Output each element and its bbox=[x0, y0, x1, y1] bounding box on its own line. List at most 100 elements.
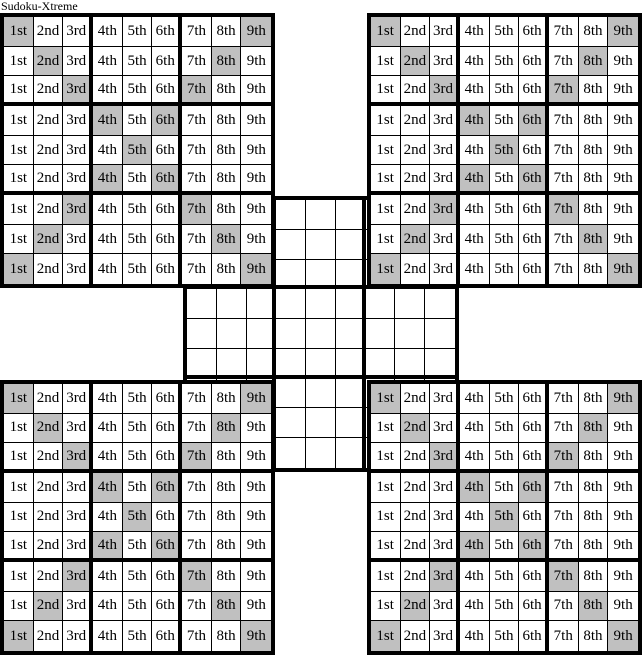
cell-top-right-r6c7[interactable]: 7th bbox=[548, 165, 579, 196]
cell-bottom-right-r5c4[interactable]: 4th bbox=[459, 502, 490, 533]
cell-center-r5c8[interactable] bbox=[395, 319, 425, 349]
cell-center-r5c2[interactable] bbox=[217, 319, 247, 349]
cell-top-left-r6c7[interactable]: 7th bbox=[182, 165, 212, 196]
cell-bottom-right-r4c2[interactable]: 2nd bbox=[400, 472, 431, 503]
cell-top-right-r3c6[interactable]: 6th bbox=[519, 76, 549, 107]
cell-bottom-left-r8c9[interactable]: 9th bbox=[241, 591, 272, 622]
cell-bottom-left-r7c8[interactable]: 8th bbox=[211, 561, 242, 592]
cell-bottom-right-r3c4[interactable]: 4th bbox=[459, 443, 490, 473]
cell-bottom-left-r2c9[interactable]: 9th bbox=[241, 413, 272, 444]
cell-top-left-r2c8[interactable]: 8th bbox=[211, 46, 242, 77]
cell-top-left-r9c1[interactable]: 1st bbox=[4, 254, 34, 285]
cell-bottom-left-r5c7[interactable]: 7th bbox=[182, 502, 212, 533]
cell-top-right-r3c5[interactable]: 5th bbox=[489, 76, 520, 107]
cell-center-r1c5[interactable] bbox=[306, 200, 336, 231]
cell-top-left-r5c1[interactable]: 1st bbox=[4, 135, 34, 166]
cell-top-left-r2c4[interactable]: 4th bbox=[93, 46, 123, 77]
cell-top-left-r8c9[interactable]: 9th bbox=[241, 224, 272, 255]
cell-bottom-left-r5c9[interactable]: 9th bbox=[241, 502, 272, 533]
cell-bottom-left-r2c7[interactable]: 7th bbox=[182, 413, 212, 444]
cell-bottom-left-r2c1[interactable]: 1st bbox=[4, 413, 34, 444]
cell-center-r4c4[interactable] bbox=[276, 289, 307, 320]
cell-bottom-left-r7c6[interactable]: 6th bbox=[152, 561, 183, 592]
cell-top-left-r1c3[interactable]: 3rd bbox=[63, 17, 94, 47]
cell-bottom-left-r3c8[interactable]: 8th bbox=[211, 443, 242, 473]
cell-top-right-r5c4[interactable]: 4th bbox=[459, 135, 490, 166]
cell-top-left-r1c9[interactable]: 9th bbox=[241, 17, 272, 47]
cell-top-right-r9c1[interactable]: 1st bbox=[370, 254, 401, 285]
cell-top-right-r4c5[interactable]: 5th bbox=[489, 106, 520, 136]
cell-bottom-left-r5c1[interactable]: 1st bbox=[4, 502, 34, 533]
cell-bottom-left-r1c1[interactable]: 1st bbox=[4, 383, 34, 414]
cell-top-right-r3c3[interactable]: 3rd bbox=[430, 76, 460, 107]
cell-top-right-r6c9[interactable]: 9th bbox=[608, 165, 638, 196]
cell-top-right-r4c8[interactable]: 8th bbox=[578, 106, 609, 136]
cell-top-left-r3c1[interactable]: 1st bbox=[4, 76, 34, 107]
cell-top-left-r2c9[interactable]: 9th bbox=[241, 46, 272, 77]
cell-center-r5c9[interactable] bbox=[424, 319, 455, 349]
cell-bottom-right-r8c3[interactable]: 3rd bbox=[430, 591, 460, 622]
cell-top-right-r4c6[interactable]: 6th bbox=[519, 106, 549, 136]
cell-bottom-right-r2c4[interactable]: 4th bbox=[459, 413, 490, 444]
cell-top-right-r2c5[interactable]: 5th bbox=[489, 46, 520, 77]
cell-bottom-left-r1c3[interactable]: 3rd bbox=[63, 383, 94, 414]
cell-bottom-left-r6c1[interactable]: 1st bbox=[4, 532, 34, 562]
cell-bottom-right-r3c2[interactable]: 2nd bbox=[400, 443, 431, 473]
cell-bottom-right-r1c5[interactable]: 5th bbox=[489, 383, 520, 414]
cell-bottom-right-r4c8[interactable]: 8th bbox=[578, 472, 609, 503]
cell-center-r4c6[interactable] bbox=[335, 289, 366, 320]
cell-bottom-right-r9c2[interactable]: 2nd bbox=[400, 621, 431, 651]
cell-top-left-r4c8[interactable]: 8th bbox=[211, 106, 242, 136]
cell-bottom-left-r4c4[interactable]: 4th bbox=[93, 472, 123, 503]
cell-bottom-right-r5c7[interactable]: 7th bbox=[548, 502, 579, 533]
cell-bottom-left-r2c3[interactable]: 3rd bbox=[63, 413, 94, 444]
cell-bottom-left-r9c2[interactable]: 2nd bbox=[33, 621, 64, 651]
cell-bottom-left-r6c9[interactable]: 9th bbox=[241, 532, 272, 562]
cell-bottom-right-r5c1[interactable]: 1st bbox=[370, 502, 401, 533]
cell-bottom-right-r9c5[interactable]: 5th bbox=[489, 621, 520, 651]
cell-bottom-right-r3c1[interactable]: 1st bbox=[370, 443, 401, 473]
cell-bottom-left-r1c5[interactable]: 5th bbox=[122, 383, 153, 414]
cell-center-r6c9[interactable] bbox=[424, 348, 455, 379]
cell-top-right-r9c9[interactable]: 9th bbox=[608, 254, 638, 285]
cell-bottom-left-r7c5[interactable]: 5th bbox=[122, 561, 153, 592]
cell-bottom-right-r8c8[interactable]: 8th bbox=[578, 591, 609, 622]
cell-top-left-r4c5[interactable]: 5th bbox=[122, 106, 153, 136]
cell-center-r5c4[interactable] bbox=[276, 319, 307, 349]
cell-top-right-r6c3[interactable]: 3rd bbox=[430, 165, 460, 196]
cell-bottom-left-r3c6[interactable]: 6th bbox=[152, 443, 183, 473]
cell-top-right-r9c6[interactable]: 6th bbox=[519, 254, 549, 285]
cell-top-left-r6c1[interactable]: 1st bbox=[4, 165, 34, 196]
cell-top-left-r8c7[interactable]: 7th bbox=[182, 224, 212, 255]
cell-bottom-left-r6c6[interactable]: 6th bbox=[152, 532, 183, 562]
cell-bottom-left-r9c3[interactable]: 3rd bbox=[63, 621, 94, 651]
cell-top-left-r8c1[interactable]: 1st bbox=[4, 224, 34, 255]
cell-top-left-r4c1[interactable]: 1st bbox=[4, 106, 34, 136]
cell-bottom-right-r6c8[interactable]: 8th bbox=[578, 532, 609, 562]
cell-top-right-r2c1[interactable]: 1st bbox=[370, 46, 401, 77]
cell-top-left-r5c8[interactable]: 8th bbox=[211, 135, 242, 166]
cell-top-left-r5c5[interactable]: 5th bbox=[122, 135, 153, 166]
cell-bottom-right-r8c1[interactable]: 1st bbox=[370, 591, 401, 622]
cell-center-r9c5[interactable] bbox=[306, 437, 336, 468]
cell-bottom-left-r3c4[interactable]: 4th bbox=[93, 443, 123, 473]
cell-bottom-right-r8c5[interactable]: 5th bbox=[489, 591, 520, 622]
cell-bottom-left-r3c2[interactable]: 2nd bbox=[33, 443, 64, 473]
cell-top-left-r9c9[interactable]: 9th bbox=[241, 254, 272, 285]
cell-top-left-r3c2[interactable]: 2nd bbox=[33, 76, 64, 107]
cell-bottom-right-r1c4[interactable]: 4th bbox=[459, 383, 490, 414]
cell-bottom-left-r9c7[interactable]: 7th bbox=[182, 621, 212, 651]
cell-top-right-r3c7[interactable]: 7th bbox=[548, 76, 579, 107]
cell-bottom-right-r6c1[interactable]: 1st bbox=[370, 532, 401, 562]
cell-bottom-right-r2c7[interactable]: 7th bbox=[548, 413, 579, 444]
cell-top-right-r3c8[interactable]: 8th bbox=[578, 76, 609, 107]
cell-top-right-r1c4[interactable]: 4th bbox=[459, 17, 490, 47]
cell-bottom-right-r2c3[interactable]: 3rd bbox=[430, 413, 460, 444]
cell-top-left-r7c8[interactable]: 8th bbox=[211, 195, 242, 225]
cell-top-left-r9c2[interactable]: 2nd bbox=[33, 254, 64, 285]
cell-top-right-r9c7[interactable]: 7th bbox=[548, 254, 579, 285]
cell-bottom-left-r6c5[interactable]: 5th bbox=[122, 532, 153, 562]
cell-bottom-left-r9c9[interactable]: 9th bbox=[241, 621, 272, 651]
cell-top-left-r5c3[interactable]: 3rd bbox=[63, 135, 94, 166]
cell-top-right-r5c7[interactable]: 7th bbox=[548, 135, 579, 166]
